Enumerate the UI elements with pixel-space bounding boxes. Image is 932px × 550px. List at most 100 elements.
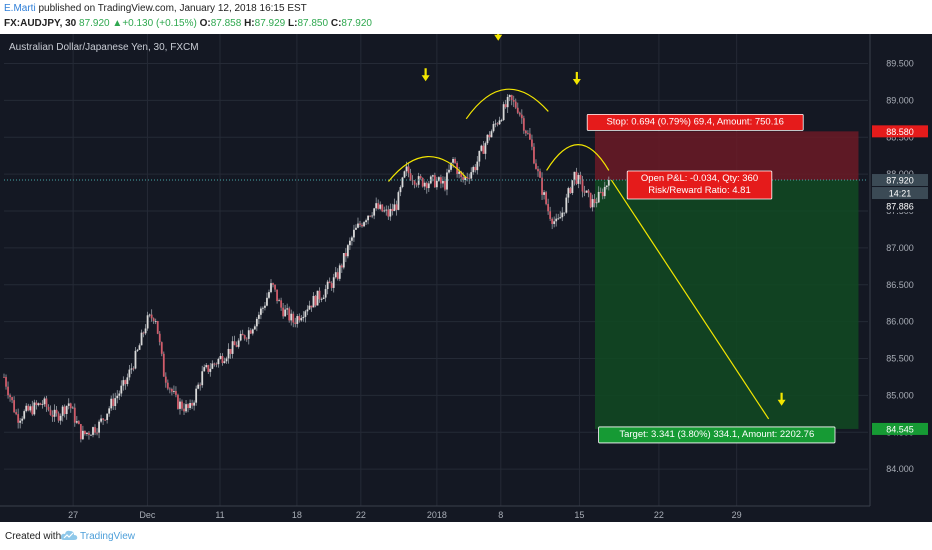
candle-body (67, 403, 70, 406)
candle-body (342, 253, 345, 268)
candle-body (369, 215, 372, 217)
candle-body (96, 432, 98, 434)
candle-body (189, 403, 191, 409)
candle-body (603, 186, 606, 197)
candle-body (102, 418, 105, 420)
tradingview-brand[interactable]: TradingView (80, 531, 136, 542)
candle-body (330, 283, 333, 288)
candle-body (187, 404, 189, 409)
candle-body (569, 188, 572, 194)
candle-body (201, 371, 204, 386)
candle-body (245, 338, 248, 340)
candle-body (587, 190, 590, 193)
candle-body (555, 218, 558, 222)
candle-body (419, 176, 422, 179)
down-arrow-icon (494, 34, 503, 41)
candle-body (130, 368, 133, 370)
candle-body (482, 145, 485, 154)
candle-body (104, 419, 107, 421)
projection-line (610, 179, 770, 420)
candle-body (344, 253, 347, 257)
candle-body (185, 404, 187, 412)
candle-body (383, 210, 386, 212)
candle-body (179, 401, 181, 409)
candle-body (531, 139, 533, 147)
candle-body (270, 283, 272, 293)
candle-body (209, 368, 212, 372)
candle-body (472, 166, 475, 173)
candle-body (61, 406, 64, 416)
candle-body (195, 388, 198, 403)
candle-body (45, 398, 48, 407)
candle-body (324, 289, 327, 298)
candle-body (537, 168, 539, 172)
candle-body (397, 192, 400, 210)
candle-body (318, 290, 321, 300)
open-value: 87.858 (210, 18, 242, 29)
level-87886-label-text: 87.886 (886, 202, 914, 212)
price-chart[interactable]: Stop: 0.694 (0.79%) 69.4, Amount: 750.16… (0, 27, 932, 522)
candle-body (399, 187, 402, 193)
candle-body (581, 179, 584, 192)
candle-body (385, 209, 388, 211)
candle-body (128, 369, 131, 378)
candle-body (282, 307, 285, 317)
candle-body (110, 398, 113, 409)
candle-body (290, 313, 293, 321)
time-axis-background (0, 506, 932, 522)
close-label: C: (330, 18, 342, 29)
author-link[interactable]: E.Marti (4, 3, 36, 14)
candle-body (98, 421, 100, 433)
candle-body (359, 223, 361, 225)
time-axis[interactable]: 27 Dec 11 18 22 2018 8 15 22 29 (0, 505, 932, 522)
candle-body (575, 171, 578, 184)
candle-body (284, 309, 287, 317)
candle-body (591, 199, 594, 208)
candle-body (247, 330, 250, 339)
candle-body (551, 218, 554, 224)
candle-body (262, 307, 264, 309)
time-tick-label: 18 (292, 510, 302, 520)
time-tick-label: 22 (654, 510, 664, 520)
candle-body (365, 220, 367, 223)
candle-body (514, 101, 517, 108)
candle-body (118, 393, 121, 396)
candle-body (71, 407, 74, 409)
down-arrow-icon (421, 75, 430, 82)
candle-body (577, 174, 580, 184)
time-tick-label: 15 (574, 510, 584, 520)
target-badge (598, 426, 836, 444)
candle-body (539, 171, 541, 178)
candle-body (211, 363, 214, 369)
candle-body (468, 178, 471, 180)
price-axis[interactable]: 84.00084.50085.00085.50086.00086.50087.0… (869, 34, 928, 506)
chart-area[interactable]: Stop: 0.694 (0.79%) 69.4, Amount: 750.16… (0, 27, 932, 522)
candle-body (57, 413, 60, 421)
candle-body (425, 182, 428, 189)
candle-body (413, 181, 416, 185)
candle-body (387, 209, 390, 217)
candle-body (5, 377, 7, 387)
open-label: O: (199, 18, 211, 29)
candle-body (302, 316, 305, 319)
candle-body (81, 430, 84, 440)
candle-body (219, 355, 222, 359)
candle-body (21, 418, 24, 421)
candle-body (559, 217, 562, 219)
candle-body (144, 328, 147, 334)
candle-body (583, 191, 586, 193)
candle-body (492, 124, 495, 132)
candle-body (114, 398, 117, 407)
candle-body (77, 421, 80, 425)
candle-body (466, 176, 469, 179)
candle-body (446, 172, 448, 190)
candle-body (452, 159, 454, 163)
down-arrow-icon (572, 78, 581, 85)
shoulder-arc (546, 144, 610, 171)
candle-body (328, 281, 331, 284)
publish-info: E.Marti published on TradingView.com, Ja… (4, 3, 307, 14)
price-tick-label: 86.000 (886, 317, 914, 327)
candle-body (423, 182, 426, 187)
candle-body (124, 380, 127, 385)
candle-body (39, 403, 42, 405)
